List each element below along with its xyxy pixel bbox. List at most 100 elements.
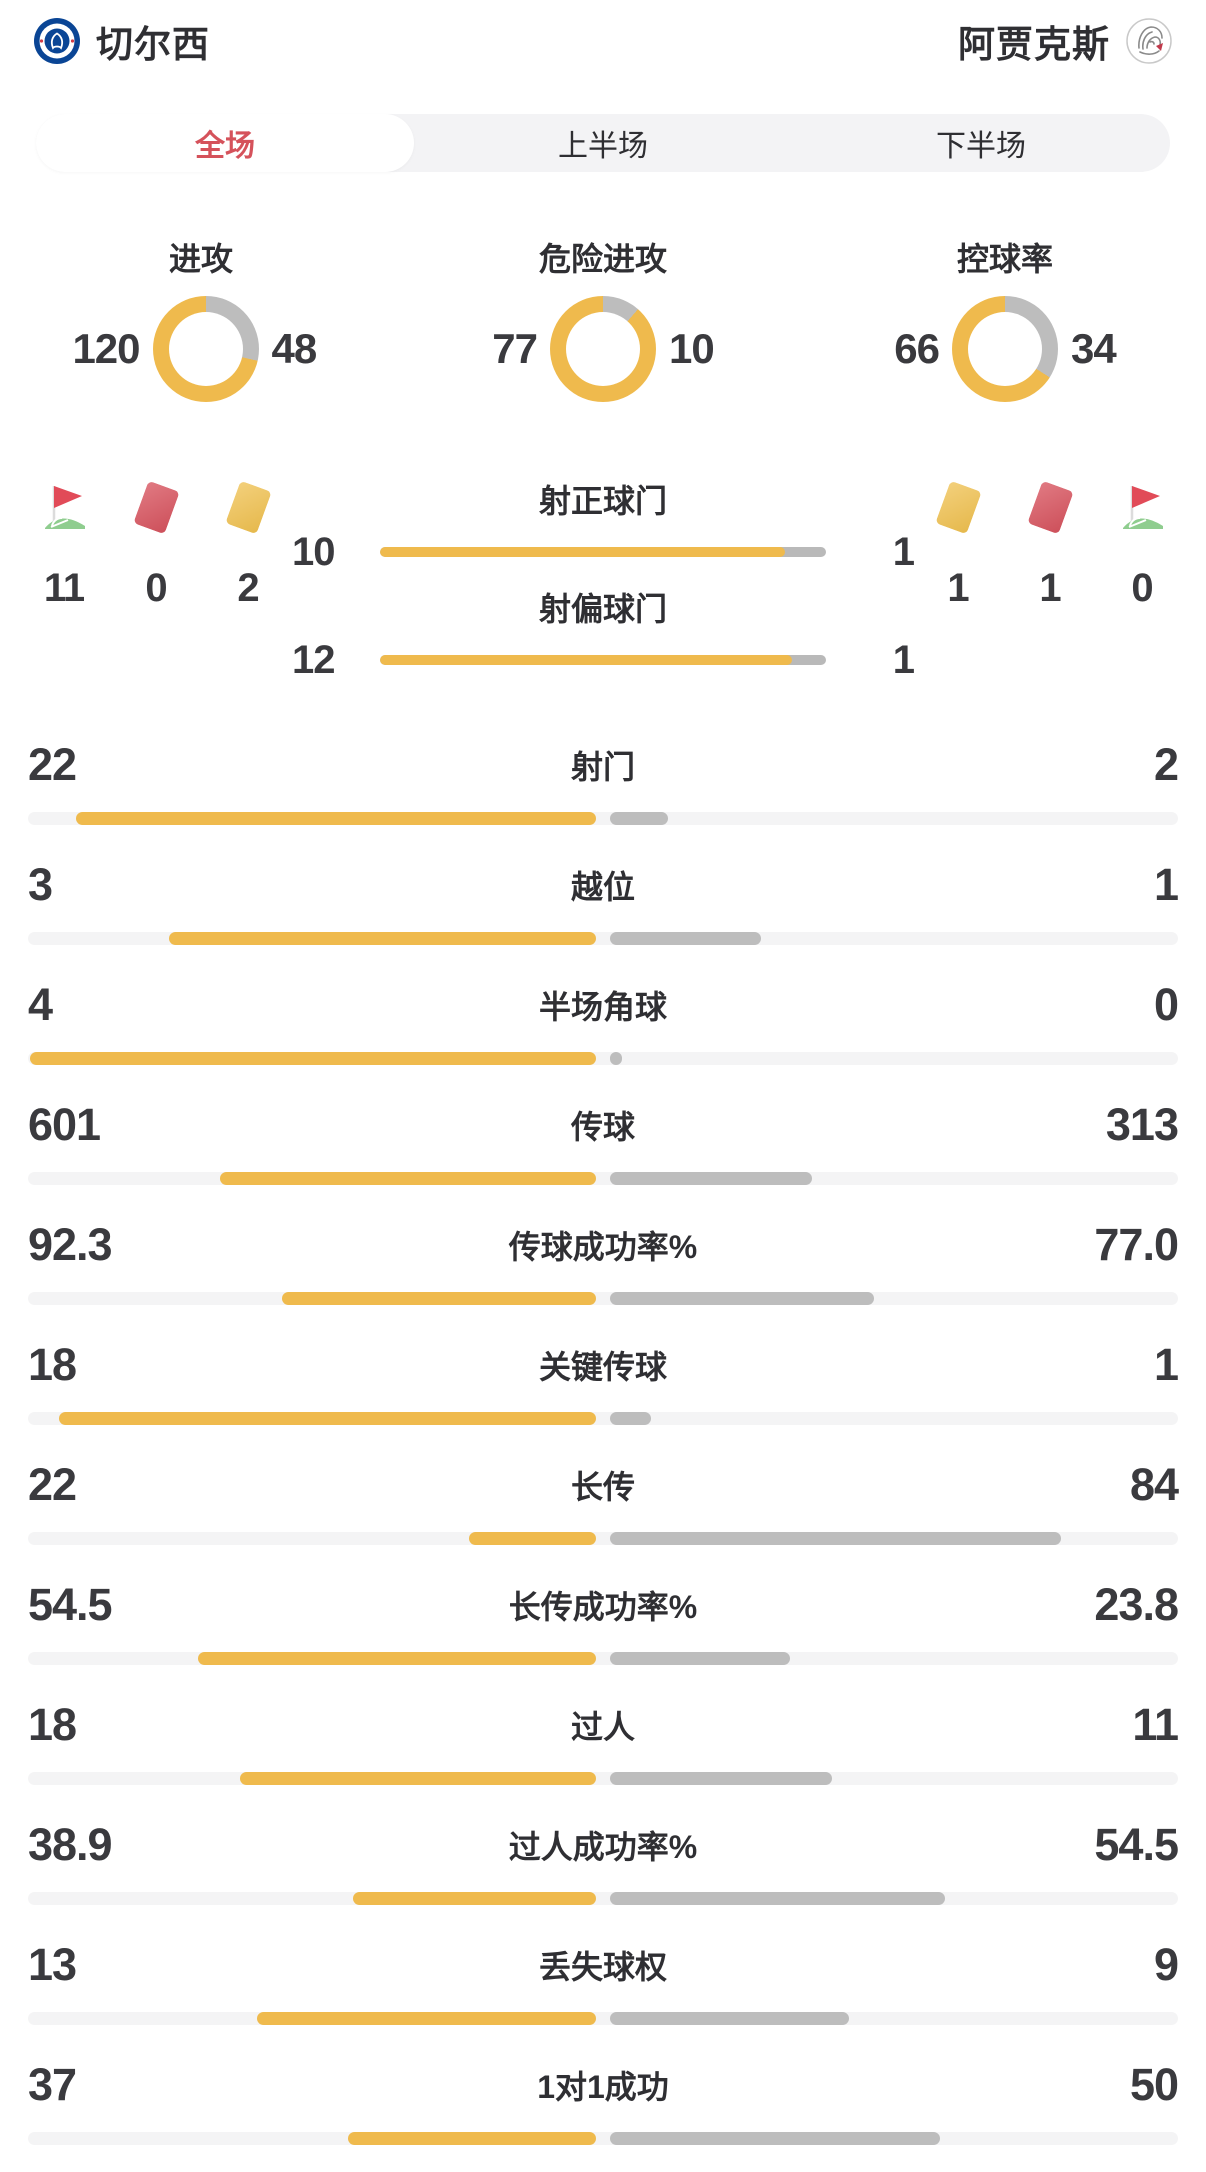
stat-home-value: 92.3 [28, 1219, 113, 1270]
stat-bar-home-segment [59, 1412, 596, 1425]
donut-chart-0: 进攻 120 48 [0, 234, 402, 402]
stat-bar-away-segment [610, 1052, 622, 1065]
stat-bar-away-segment [610, 1652, 791, 1665]
stat-bar-away-segment [610, 812, 669, 825]
stat-row: 92.3 传球成功率% 77.0 [0, 1212, 1206, 1332]
stat-row: 22 长传 84 [0, 1452, 1206, 1572]
tab-full[interactable]: 全场 [36, 114, 414, 172]
red-card-icon [128, 480, 184, 534]
stat-bar-track [28, 2012, 1178, 2025]
stat-home-value: 601 [28, 1099, 101, 1150]
stat-line: 18 过人 11 [28, 1692, 1179, 1758]
stat-bar-home-segment [219, 1172, 596, 1185]
stat-away-value: 2 [1153, 739, 1179, 790]
shot-bar-away-value: 1 [892, 529, 915, 574]
tab-first-half[interactable]: 上半场 [558, 130, 648, 163]
stat-line: 38.9 过人成功率% 54.5 [28, 1812, 1179, 1878]
stat-away-value: 50 [1129, 2059, 1179, 2110]
stat-bar-home-segment [240, 1772, 596, 1785]
tab-second-half[interactable]: 下半场 [936, 130, 1026, 163]
donut-row: 66 34 [881, 296, 1129, 402]
stat-row: 38.9 过人成功率% 54.5 [0, 1812, 1206, 1932]
stat-bar-track [28, 1892, 1178, 1905]
stat-bar-track [28, 1172, 1178, 1185]
stat-label: 传球 [570, 1109, 635, 1145]
stat-bar-track [28, 1412, 1178, 1425]
tab-bar: 全场 上半场 下半场 [36, 114, 1170, 172]
donut-home-value: 77 [492, 325, 538, 372]
stat-home-value: 22 [28, 1459, 77, 1510]
away-yellow-card-count: 1 [947, 566, 969, 610]
shots-section: 11 0 2 射正球门 10 1 射偏球门 12 1 1 1 0 [0, 476, 1206, 692]
donut-title: 进攻 [168, 241, 233, 277]
stat-bar-home-segment [198, 1652, 596, 1665]
shot-bar-home-fill [380, 547, 786, 557]
stat-bar-home-segment [256, 2012, 596, 2025]
stat-away-value: 1 [1153, 859, 1179, 910]
stat-row: 13 丢失球权 9 [0, 1932, 1206, 2052]
donut-ring [952, 296, 1058, 402]
yellow-card-icon [930, 480, 986, 534]
stat-row: 4 半场角球 0 [0, 972, 1206, 1092]
donut-chart-2: 控球率 66 34 [804, 234, 1206, 402]
shot-bar-row: 12 1 [292, 637, 915, 682]
stat-home-value: 38.9 [28, 1819, 113, 1870]
stat-line: 54.5 长传成功率% 23.8 [28, 1572, 1179, 1638]
shot-bar-away-value: 1 [892, 637, 915, 682]
stat-bar-away-segment [610, 1172, 812, 1185]
stats-list: 22 射门 2 3 越位 1 4 半场角球 0 601 传球 313 92.3 传球成功率% 77.0 18 关… [0, 732, 1206, 2172]
stat-away-value: 1 [1153, 1339, 1179, 1390]
away-team: 阿贾克斯 [958, 14, 1172, 68]
stat-bar-track [28, 1652, 1178, 1665]
stat-label: 长传 [570, 1469, 635, 1505]
home-red-card-count: 0 [145, 566, 167, 610]
red-card-icon [1022, 480, 1078, 534]
stat-bar-away-segment [610, 1292, 874, 1305]
stat-row: 601 传球 313 [0, 1092, 1206, 1212]
stat-row: 18 过人 11 [0, 1692, 1206, 1812]
stat-home-value: 13 [28, 1939, 77, 1990]
stat-away-value: 77.0 [1094, 1219, 1179, 1270]
stat-label: 越位 [570, 869, 635, 905]
stat-line: 92.3 传球成功率% 77.0 [28, 1212, 1179, 1278]
stat-bar-home-segment [76, 812, 596, 825]
stat-bar-away-segment [610, 2132, 941, 2145]
donut-section: 进攻 120 48 危险进攻 77 10 控球率 66 34 [0, 234, 1206, 402]
donut-away-value: 48 [271, 325, 318, 372]
away-corner-count: 0 [1131, 566, 1153, 610]
donut-ring [152, 296, 259, 402]
stat-line: 22 长传 84 [28, 1452, 1179, 1518]
stat-bar-home-segment [353, 1892, 596, 1905]
ajax-crest-icon [1126, 18, 1172, 64]
stat-line: 3 越位 1 [28, 852, 1179, 918]
yellow-card-icon [220, 480, 276, 534]
stat-bar-track [28, 1052, 1178, 1065]
stat-label: 传球成功率% [508, 1229, 698, 1265]
home-yellow-card-count: 2 [237, 566, 259, 610]
stat-bar-away-segment [610, 1892, 946, 1905]
donut-title: 危险进攻 [538, 241, 667, 277]
shot-bar-home-value: 10 [292, 529, 336, 574]
stat-row: 3 越位 1 [0, 852, 1206, 972]
stat-away-value: 313 [1105, 1099, 1179, 1150]
stat-bar-track [28, 1292, 1178, 1305]
stat-bar-away-segment [610, 1772, 833, 1785]
stat-home-value: 3 [28, 859, 53, 910]
home-discipline: 11 0 2 [30, 476, 282, 692]
stat-line: 4 半场角球 0 [28, 972, 1179, 1038]
donut-ring [550, 296, 656, 402]
corner-flag-icon [1114, 479, 1170, 535]
stat-line: 37 1对1成功 50 [28, 2052, 1179, 2118]
stat-bar-track [28, 1532, 1178, 1545]
donut-chart-1: 危险进攻 77 10 [402, 234, 804, 402]
donut-title: 控球率 [956, 241, 1053, 277]
away-team-name: 阿贾克斯 [958, 24, 1110, 65]
home-corner-count: 11 [43, 566, 85, 610]
corner-flag-icon [36, 479, 92, 535]
stat-line: 22 射门 2 [28, 732, 1179, 798]
stat-away-value: 11 [1132, 1699, 1179, 1750]
donut-away-value: 34 [1071, 325, 1117, 372]
stat-row: 22 射门 2 [0, 732, 1206, 852]
away-red-card-count: 1 [1039, 566, 1061, 610]
shot-bars: 射正球门 10 1 射偏球门 12 1 [282, 476, 924, 692]
